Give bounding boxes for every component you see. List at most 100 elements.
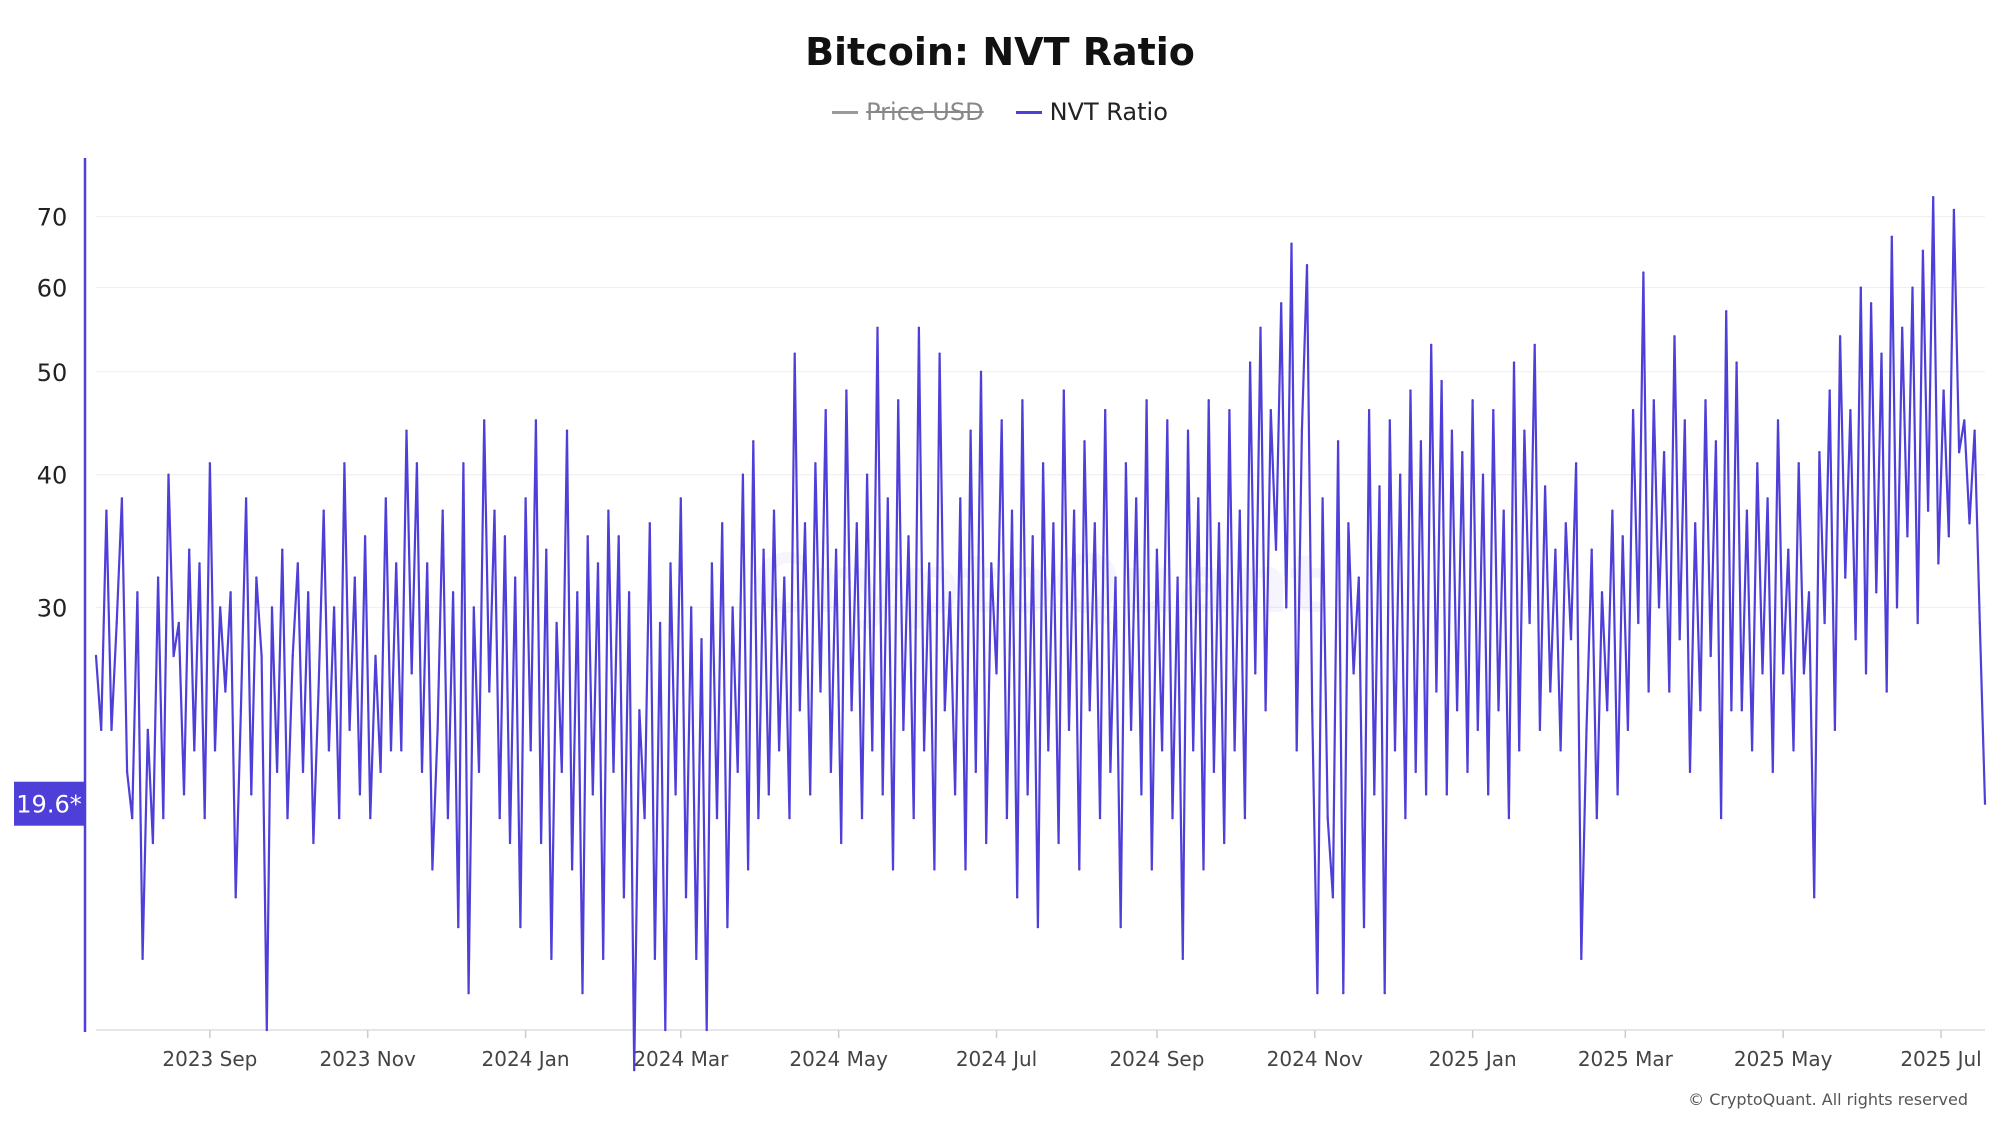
nvt-ratio-point	[1668, 690, 1671, 693]
nvt-ratio-point	[912, 816, 915, 820]
nvt-ratio-point	[1455, 709, 1459, 712]
nvt-ratio-point	[1838, 335, 1842, 338]
nvt-ratio-point	[451, 591, 455, 594]
nvt-ratio-point	[1678, 638, 1681, 641]
nvt-ratio-point	[1782, 672, 1785, 675]
nvt-ratio-point	[1481, 473, 1485, 476]
nvt-ratio-point	[1518, 749, 1521, 752]
nvt-ratio-point	[1419, 440, 1423, 443]
nvt-ratio-point	[1202, 868, 1205, 871]
nvt-ratio-point	[550, 957, 553, 961]
nvt-ratio-point	[1083, 440, 1086, 443]
nvt-ratio-point	[824, 409, 827, 412]
nvt-ratio-point	[317, 690, 320, 693]
nvt-ratio-point	[1512, 361, 1516, 364]
nvt-ratio-point	[94, 654, 98, 658]
nvt-ratio-point	[979, 370, 983, 373]
nvt-ratio-point	[617, 535, 620, 538]
nvt-ratio-point	[1461, 451, 1464, 454]
y-tick-label: 60	[37, 275, 68, 303]
nvt-ratio-point	[1373, 793, 1376, 796]
nvt-ratio-point	[876, 326, 879, 329]
nvt-ratio-point	[995, 672, 998, 675]
nvt-ratio-point	[1010, 509, 1014, 512]
nvt-ratio-point	[922, 749, 926, 752]
nvt-ratio-point	[1300, 429, 1304, 432]
nvt-ratio-point	[788, 816, 791, 820]
nvt-ratio-point	[539, 841, 543, 845]
nvt-ratio-point	[1766, 497, 1769, 500]
nvt-ratio-point	[1559, 749, 1562, 752]
nvt-ratio-point	[1119, 925, 1122, 929]
nvt-ratio-point	[865, 473, 869, 476]
nvt-ratio-point	[343, 462, 346, 465]
nvt-ratio-point	[1129, 728, 1133, 732]
nvt-ratio-point	[1404, 816, 1407, 820]
nvt-ratio-point	[420, 770, 424, 774]
nvt-ratio-point	[1906, 535, 1909, 538]
nvt-ratio-point	[1243, 816, 1247, 820]
nvt-ratio-point	[596, 562, 600, 565]
nvt-ratio-point	[1574, 462, 1578, 465]
nvt-ratio-point	[990, 562, 993, 565]
nvt-ratio-point	[322, 509, 325, 512]
nvt-ratio-point	[1549, 690, 1552, 693]
nvt-ratio-point	[120, 497, 124, 500]
nvt-ratio-point	[488, 690, 491, 693]
nvt-ratio-point	[193, 749, 196, 752]
nvt-ratio-point	[281, 548, 284, 551]
nvt-ratio-point	[1135, 497, 1138, 500]
nvt-ratio-point	[141, 957, 144, 961]
legend-item-nvt-ratio[interactable]: NVT Ratio	[1015, 98, 1168, 126]
nvt-ratio-point	[1916, 621, 1919, 625]
x-tick-label: 2025 May	[1734, 1047, 1833, 1071]
nvt-ratio-point	[1093, 522, 1097, 525]
nvt-ratio-point	[1021, 399, 1024, 402]
nvt-ratio-point	[498, 816, 501, 820]
nvt-ratio-point	[917, 326, 921, 329]
nvt-ratio-point	[829, 770, 833, 774]
nvt-ratio-point	[1714, 440, 1718, 443]
nvt-ratio-point	[721, 522, 724, 525]
nvt-ratio-point	[203, 816, 206, 820]
nvt-ratio-point	[897, 399, 900, 402]
copyright-notice: © CryptoQuant. All rights reserved	[1688, 1090, 1968, 1109]
nvt-ratio-point	[886, 497, 889, 500]
nvt-ratio-point	[1192, 749, 1195, 752]
nvt-ratio-point	[1197, 497, 1200, 500]
nvt-ratio-point	[1212, 770, 1216, 774]
legend-item-price-usd[interactable]: Price USD	[832, 98, 984, 126]
nvt-ratio-point	[581, 991, 584, 995]
nvt-ratio-point	[369, 816, 372, 820]
nvt-ratio-point	[845, 389, 848, 392]
nvt-ratio-point	[436, 728, 439, 732]
nvt-ratio-point	[1533, 343, 1536, 347]
nvt-ratio-point	[239, 709, 243, 712]
nvt-ratio-point	[545, 548, 548, 551]
nvt-ratio-point	[136, 591, 139, 594]
nvt-ratio-point	[1181, 957, 1185, 961]
nvt-ratio-point	[1274, 548, 1278, 551]
nvt-ratio-point	[477, 770, 481, 774]
nvt-ratio-point	[1155, 548, 1159, 551]
nvt-ratio-point	[1357, 576, 1361, 579]
nvt-ratio-point	[1885, 690, 1888, 693]
nvt-ratio-point	[1150, 868, 1154, 871]
nvt-ratio-point	[1088, 709, 1091, 712]
nvt-ratio-point	[1611, 509, 1614, 512]
nvt-ratio-point	[1606, 709, 1609, 712]
nvt-ratio-point	[384, 497, 387, 500]
x-tick-label: 2024 Jan	[482, 1047, 570, 1071]
x-tick-label: 2024 Sep	[1109, 1047, 1204, 1071]
nvt-ratio-point	[1041, 462, 1045, 465]
current-value-badge	[14, 781, 85, 826]
nvt-ratio-point	[1921, 249, 1925, 252]
nvt-ratio-point	[1228, 409, 1231, 412]
nvt-ratio-point	[1709, 654, 1712, 658]
y-tick-label: 50	[37, 359, 68, 387]
nvt-ratio-point	[1745, 509, 1749, 512]
nvt-ratio-point	[1036, 925, 1040, 929]
nvt-ratio-point	[710, 562, 714, 565]
nvt-ratio-point	[1957, 451, 1961, 454]
